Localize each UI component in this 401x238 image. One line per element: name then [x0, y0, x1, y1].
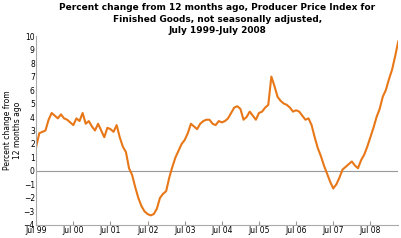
Title: Percent change from 12 months ago, Producer Price Index for
Finished Goods, not : Percent change from 12 months ago, Produ…	[59, 3, 375, 35]
Y-axis label: Percent change from
12 months ago: Percent change from 12 months ago	[3, 91, 22, 170]
